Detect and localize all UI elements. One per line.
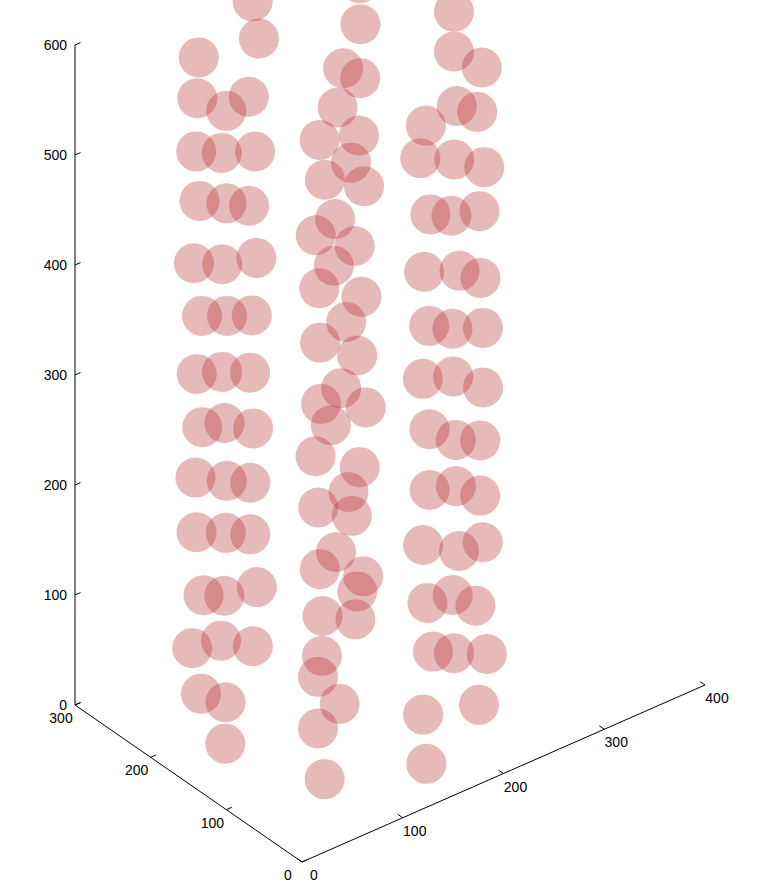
svg-text:500: 500 [44, 147, 68, 163]
svg-text:400: 400 [705, 690, 729, 706]
svg-text:200: 200 [125, 762, 149, 778]
svg-text:100: 100 [201, 815, 225, 831]
svg-text:600: 600 [44, 37, 68, 53]
svg-text:300: 300 [605, 734, 629, 750]
svg-text:100: 100 [403, 823, 427, 839]
svg-text:200: 200 [44, 477, 68, 493]
svg-text:400: 400 [44, 257, 68, 273]
svg-text:300: 300 [49, 710, 73, 726]
svg-text:300: 300 [44, 367, 68, 383]
svg-text:100: 100 [44, 587, 68, 603]
svg-text:0: 0 [310, 867, 318, 883]
svg-text:0: 0 [59, 697, 67, 713]
svg-text:0: 0 [284, 867, 292, 883]
svg-text:200: 200 [504, 779, 528, 795]
